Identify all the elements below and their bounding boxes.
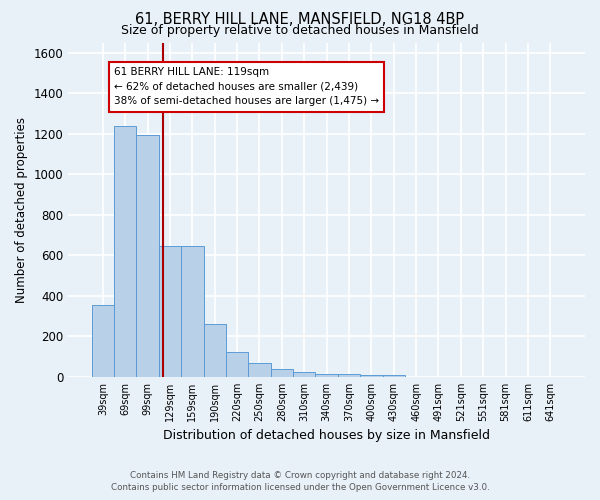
- Bar: [316, 374, 338, 377]
- Bar: [271, 369, 293, 377]
- X-axis label: Distribution of detached houses by size in Mansfield: Distribution of detached houses by size …: [163, 430, 490, 442]
- Bar: [92, 305, 114, 377]
- Y-axis label: Number of detached properties: Number of detached properties: [15, 116, 28, 302]
- Bar: [136, 134, 159, 377]
- Text: Contains HM Land Registry data © Crown copyright and database right 2024.
Contai: Contains HM Land Registry data © Crown c…: [110, 471, 490, 492]
- Bar: [360, 375, 383, 377]
- Bar: [338, 374, 360, 377]
- Text: 61, BERRY HILL LANE, MANSFIELD, NG18 4BP: 61, BERRY HILL LANE, MANSFIELD, NG18 4BP: [136, 12, 464, 28]
- Bar: [203, 324, 226, 377]
- Bar: [114, 126, 136, 377]
- Bar: [383, 375, 405, 377]
- Bar: [248, 362, 271, 377]
- Text: 61 BERRY HILL LANE: 119sqm
← 62% of detached houses are smaller (2,439)
38% of s: 61 BERRY HILL LANE: 119sqm ← 62% of deta…: [114, 67, 379, 106]
- Bar: [293, 372, 316, 377]
- Bar: [181, 246, 203, 377]
- Bar: [226, 352, 248, 377]
- Bar: [159, 246, 181, 377]
- Text: Size of property relative to detached houses in Mansfield: Size of property relative to detached ho…: [121, 24, 479, 37]
